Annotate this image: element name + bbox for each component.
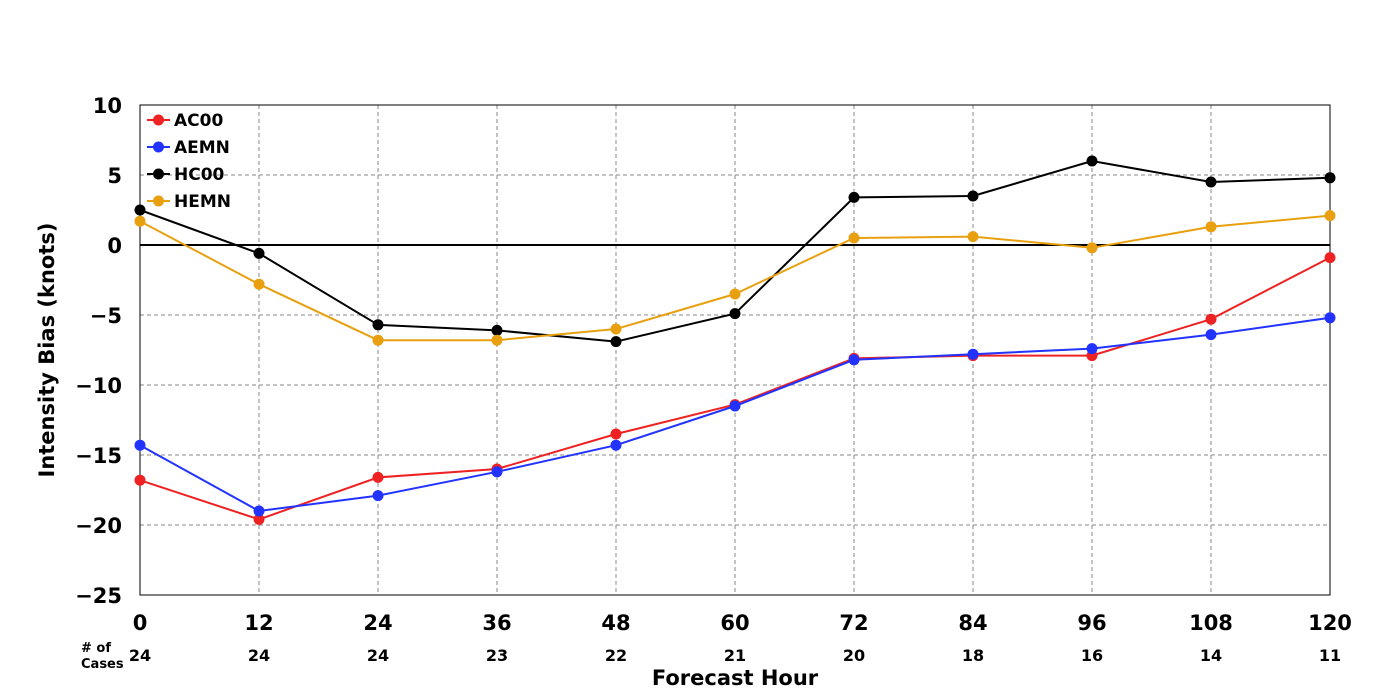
case-count-labels: 24 24 24 23 22 21 20 18 16 14 11 <box>129 646 1341 665</box>
data-point <box>372 334 384 346</box>
cases-title-line-2: Cases <box>81 657 124 672</box>
case-count-label: 24 <box>248 646 270 665</box>
data-point <box>610 323 622 335</box>
series-hc00 <box>134 155 1336 348</box>
x-tick-label: 72 <box>839 611 868 635</box>
legend-label: HC00 <box>174 165 225 185</box>
case-count-label: 14 <box>1200 646 1222 665</box>
legend-entry-hc00: HC00 <box>147 165 225 185</box>
x-tick-label: 12 <box>244 611 273 635</box>
data-point <box>134 474 146 486</box>
x-tick-label: 84 <box>958 611 987 635</box>
series-layer <box>134 155 1336 525</box>
series-aemn <box>134 312 1336 517</box>
data-point <box>134 215 146 227</box>
legend-entry-ac00: AC00 <box>147 111 223 131</box>
case-count-label: 16 <box>1081 646 1103 665</box>
case-count-label: 23 <box>486 646 508 665</box>
x-tick-label: 120 <box>1308 611 1352 635</box>
y-tick-label: 5 <box>107 164 122 188</box>
data-point <box>134 439 146 451</box>
case-count-label: 22 <box>605 646 627 665</box>
y-tick-label: −5 <box>90 304 122 328</box>
legend-entry-hemn: HEMN <box>147 192 231 212</box>
series-hemn <box>134 210 1336 346</box>
data-point <box>967 348 979 360</box>
data-point <box>1324 312 1336 324</box>
case-count-label: 24 <box>129 646 151 665</box>
data-point <box>1324 210 1336 222</box>
x-tick-label: 36 <box>482 611 511 635</box>
data-point <box>253 513 265 525</box>
x-tick-label: 24 <box>363 611 392 635</box>
data-point <box>491 466 503 478</box>
legend-marker <box>153 114 164 126</box>
legend-label: HEMN <box>174 192 231 212</box>
data-point <box>610 439 622 451</box>
data-point <box>1205 176 1217 188</box>
data-point <box>967 231 979 243</box>
x-axis-title: Forecast Hour <box>652 666 819 690</box>
x-tick-labels: 0 12 24 36 48 60 72 84 96 108 120 <box>133 611 1352 635</box>
data-point <box>1324 172 1336 184</box>
data-point <box>1086 155 1098 167</box>
data-point <box>372 490 384 502</box>
cases-title-line-1: # of <box>81 641 111 656</box>
data-point <box>848 232 860 244</box>
y-tick-label: 10 <box>93 94 122 118</box>
legend-marker <box>153 195 164 207</box>
data-point <box>491 334 503 346</box>
data-point <box>253 278 265 290</box>
data-point <box>1324 252 1336 264</box>
legend-marker <box>153 168 164 180</box>
data-point <box>848 354 860 366</box>
y-axis-title: Intensity Bias (knots) <box>35 223 59 478</box>
data-point <box>491 324 503 336</box>
data-point <box>1205 329 1217 341</box>
x-tick-label: 108 <box>1189 611 1233 635</box>
plot-frame <box>139 104 1331 596</box>
data-point <box>1086 343 1098 355</box>
data-point <box>134 204 146 216</box>
case-count-label: 18 <box>962 646 984 665</box>
x-tick-label: 0 <box>133 611 148 635</box>
data-point <box>610 428 622 440</box>
data-point <box>1205 221 1217 233</box>
grid-lines <box>140 105 1330 595</box>
legend-label: AEMN <box>174 138 230 158</box>
x-tick-label: 48 <box>601 611 630 635</box>
y-tick-label: −15 <box>75 444 122 468</box>
data-point <box>729 400 741 412</box>
data-point <box>848 191 860 203</box>
legend-marker <box>153 141 164 153</box>
case-count-label: 24 <box>367 646 389 665</box>
x-tick-label: 96 <box>1077 611 1106 635</box>
data-point <box>372 319 384 331</box>
y-tick-label: 0 <box>107 234 122 258</box>
legend: AC00 AEMN HC00 HEMN <box>147 111 231 212</box>
case-count-label: 21 <box>724 646 746 665</box>
data-point <box>729 308 741 320</box>
case-count-label: 20 <box>843 646 865 665</box>
data-point <box>729 288 741 300</box>
x-tick-label: 60 <box>720 611 749 635</box>
data-point <box>1086 242 1098 254</box>
y-tick-labels: 10 5 0 −5 −10 −15 −20 −25 <box>75 94 122 608</box>
data-point <box>1205 313 1217 325</box>
data-point <box>372 471 384 483</box>
data-point <box>253 505 265 517</box>
y-tick-label: −10 <box>75 374 122 398</box>
data-point <box>967 190 979 202</box>
y-tick-label: −25 <box>75 584 122 608</box>
legend-entry-aemn: AEMN <box>147 138 230 158</box>
legend-label: AC00 <box>174 111 223 131</box>
data-point <box>253 247 265 259</box>
data-point <box>610 336 622 348</box>
y-tick-label: −20 <box>75 514 122 538</box>
case-count-label: 11 <box>1319 646 1341 665</box>
